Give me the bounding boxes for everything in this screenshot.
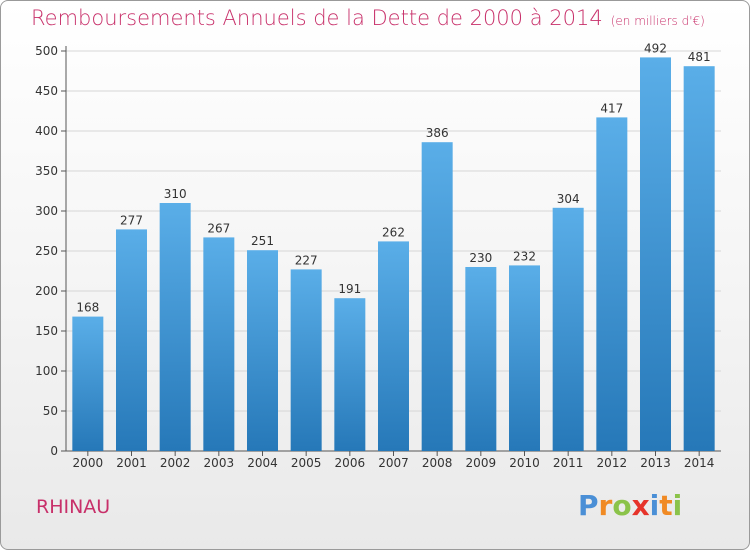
bar xyxy=(421,142,453,451)
bar-value-label: 168 xyxy=(76,301,99,315)
logo-letter: i xyxy=(672,489,683,522)
logo-letter: t xyxy=(659,489,673,522)
x-tick-label: 2002 xyxy=(160,456,191,470)
logo-letter: i xyxy=(649,489,660,522)
y-tick-label: 0 xyxy=(50,444,58,458)
x-tick-label: 2003 xyxy=(204,456,235,470)
x-tick-label: 2006 xyxy=(335,456,366,470)
bar xyxy=(640,57,671,452)
y-tick-label: 250 xyxy=(35,244,58,258)
bar xyxy=(247,250,278,451)
bar xyxy=(465,267,497,451)
x-tick-label: 2010 xyxy=(509,456,540,470)
x-tick-label: 2014 xyxy=(684,456,715,470)
bar xyxy=(683,66,715,451)
bar-value-label: 267 xyxy=(207,221,230,235)
x-tick-label: 2011 xyxy=(553,456,584,470)
bar-value-label: 191 xyxy=(338,282,361,296)
bar-value-label: 417 xyxy=(600,101,623,115)
logo-letter: P xyxy=(578,489,599,522)
bar-value-label: 481 xyxy=(688,50,711,64)
bar-value-label: 492 xyxy=(644,41,667,55)
x-tick-label: 2000 xyxy=(73,456,104,470)
x-tick-label: 2013 xyxy=(640,456,671,470)
y-tick-label: 450 xyxy=(35,84,58,98)
bar-value-label: 251 xyxy=(251,234,274,248)
bar-value-label: 232 xyxy=(513,249,536,263)
bar xyxy=(72,316,104,451)
bar xyxy=(159,203,191,451)
proxiti-logo: Proxiti xyxy=(578,489,682,522)
y-tick-label: 50 xyxy=(43,404,58,418)
y-tick-label: 100 xyxy=(35,364,58,378)
x-tick-label: 2007 xyxy=(378,456,409,470)
bar xyxy=(552,207,584,451)
y-tick-label: 150 xyxy=(35,324,58,338)
bar-value-label: 227 xyxy=(295,253,318,267)
bar-value-label: 304 xyxy=(557,192,580,206)
bar xyxy=(290,269,322,451)
bar-value-label: 262 xyxy=(382,225,405,239)
y-tick-label: 300 xyxy=(35,204,58,218)
x-tick-label: 2008 xyxy=(422,456,453,470)
bar-value-label: 386 xyxy=(426,126,449,140)
bar xyxy=(116,229,147,451)
y-tick-label: 500 xyxy=(35,44,58,58)
bar xyxy=(596,117,628,452)
logo-letter: r xyxy=(598,489,613,522)
chart-title-text: Remboursements Annuels de la Dette de 20… xyxy=(31,6,603,30)
x-tick-label: 2012 xyxy=(597,456,628,470)
x-tick-label: 2004 xyxy=(247,456,278,470)
y-tick-label: 200 xyxy=(35,284,58,298)
y-tick-label: 400 xyxy=(35,124,58,138)
bar-value-label: 230 xyxy=(469,251,492,265)
chart-title: Remboursements Annuels de la Dette de 20… xyxy=(31,6,705,30)
chart-unit: (en milliers d'€) xyxy=(610,14,705,28)
y-tick-label: 350 xyxy=(35,164,58,178)
logo-letter: o xyxy=(612,489,632,522)
bar xyxy=(378,241,409,451)
bar-value-label: 277 xyxy=(120,213,143,227)
x-tick-label: 2009 xyxy=(466,456,497,470)
x-tick-label: 2001 xyxy=(116,456,147,470)
bar-value-label: 310 xyxy=(164,187,187,201)
x-tick-label: 2005 xyxy=(291,456,322,470)
bar xyxy=(509,265,540,451)
commune-name: RHINAU xyxy=(36,496,111,518)
logo-letter: x xyxy=(631,489,650,522)
bar xyxy=(334,298,366,451)
bar xyxy=(203,237,235,451)
